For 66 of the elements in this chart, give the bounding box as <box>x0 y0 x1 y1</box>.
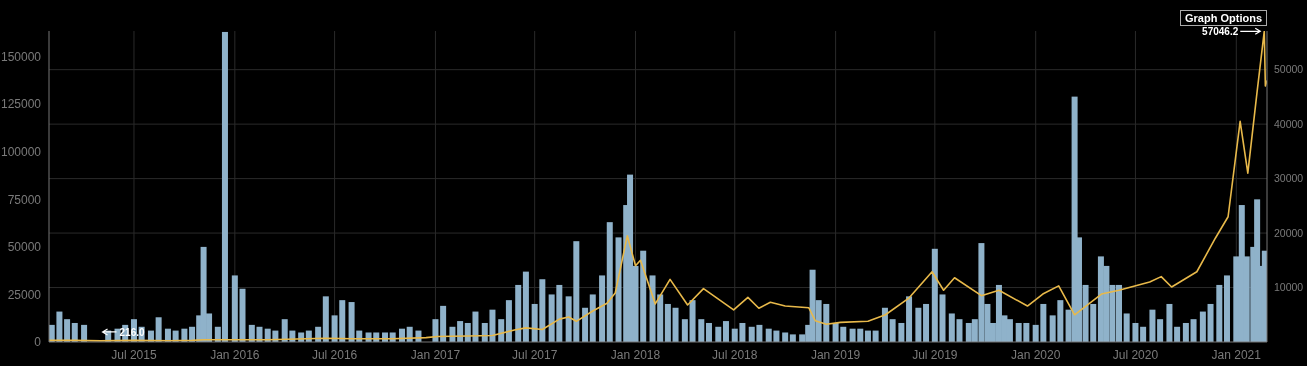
bar <box>1149 309 1156 342</box>
bar <box>915 307 922 342</box>
bar <box>606 222 613 342</box>
text: Graph Options <box>1180 10 1267 26</box>
x-tick-label: Jan 2017 <box>410 347 461 362</box>
bar <box>1123 313 1130 342</box>
bar <box>322 296 329 342</box>
x-tick-label: Jul 2018 <box>712 347 758 362</box>
y2-tick-label: 40000 <box>1274 117 1304 130</box>
bar <box>705 322 712 342</box>
bar <box>881 307 888 342</box>
bar <box>1216 284 1223 342</box>
bar <box>782 332 789 342</box>
y-tick-label: 0 <box>34 335 42 350</box>
y2-tick-label: 20000 <box>1274 226 1304 239</box>
bar <box>923 303 930 342</box>
bar <box>1132 322 1139 342</box>
bar <box>681 319 688 342</box>
bar <box>515 284 522 342</box>
bar <box>689 300 696 342</box>
bar <box>64 319 71 342</box>
x-tick-label: Jan 2018 <box>610 347 661 362</box>
x-tick-label: Jul 2015 <box>111 347 157 362</box>
x-tick-label: Jul 2020 <box>1112 347 1159 362</box>
bar <box>155 317 162 342</box>
bar <box>589 294 596 342</box>
y-tick-label: 100000 <box>0 145 42 160</box>
x-tick-label: Jul 2016 <box>311 347 358 362</box>
bar <box>715 326 722 342</box>
x-tick-label: Jul 2017 <box>511 347 558 362</box>
bar <box>789 334 796 342</box>
y-tick-label: 50000 <box>7 240 42 255</box>
bar <box>1174 326 1181 342</box>
y2-tick-label: 50000 <box>1274 63 1304 76</box>
bar <box>664 303 671 342</box>
bar <box>1199 311 1206 342</box>
y2-tick-label: 10000 <box>1274 281 1304 294</box>
x-tick-label: Jan 2016 <box>210 347 260 362</box>
bar <box>1207 303 1214 342</box>
y-tick-label: 150000 <box>0 49 42 64</box>
x-tick-label: Jul 2019 <box>912 347 958 362</box>
bar <box>722 321 729 342</box>
y-tick-label: 25000 <box>7 287 42 302</box>
bar <box>599 275 606 342</box>
y-tick-label: 125000 <box>0 97 42 112</box>
bar <box>505 300 512 342</box>
bar <box>1140 326 1147 342</box>
bar <box>672 307 679 342</box>
y2-tick-label: 30000 <box>1274 172 1304 185</box>
x-tick-label: Jan 2020 <box>1010 347 1061 362</box>
bar <box>1166 303 1173 342</box>
bar <box>582 307 589 342</box>
x-tick-label: Jan 2019 <box>810 347 861 362</box>
y-tick-label: 75000 <box>7 192 42 207</box>
bar <box>522 271 529 342</box>
bar <box>906 296 913 342</box>
annotation: 57046.2 <box>1202 26 1239 38</box>
bar <box>889 319 896 342</box>
x-tick-label: Jan 2021 <box>1211 347 1262 362</box>
bar <box>1157 319 1164 342</box>
bar <box>440 305 447 342</box>
bar <box>898 322 905 342</box>
bar <box>1182 322 1189 342</box>
bar <box>698 319 705 342</box>
bar <box>1223 275 1230 342</box>
bar <box>1190 319 1197 342</box>
